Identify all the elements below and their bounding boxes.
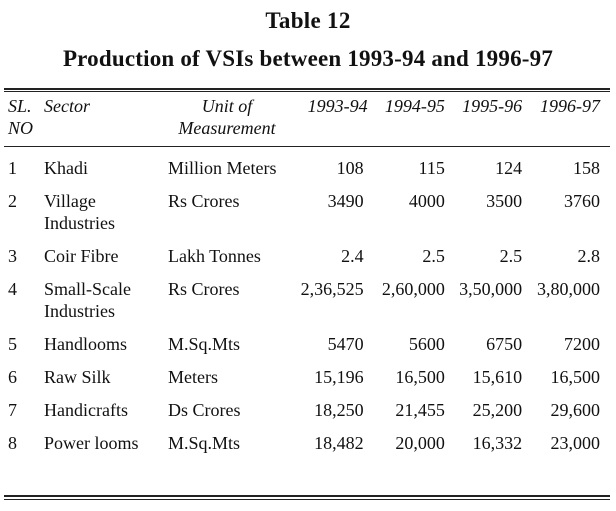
cell-sector: Village Industries [44,191,115,233]
cell-1993-94: 18,250 [314,400,364,420]
cell-1996-97: 3,80,000 [537,279,600,299]
header-1995-96: 1995-96 [462,96,523,116]
cell-1994-95: 20,000 [395,433,445,453]
cell-1996-97: 23,000 [550,433,601,453]
cell-sl-no: 1 [8,158,17,178]
cell-1993-94: 2.4 [341,246,364,266]
cell-sector: Handlooms [44,334,127,354]
header-sector: Sector [44,96,90,116]
header-rule [4,146,610,147]
cell-1995-96: 16,332 [472,433,523,453]
table-row: 8 Power looms M.Sq.Mts 18,482 20,000 16,332 23… [4,427,610,460]
cell-sl-no: 5 [8,334,17,354]
header-sl-no: SL. NO [8,96,34,138]
cell-sector: Small-Scale Industries [44,279,131,321]
cell-unit: Lakh Tonnes [168,246,261,266]
cell-1996-97: 158 [573,158,600,178]
table-row: 4 Small-Scale Industries Rs Crores 2,36,525… [4,273,610,328]
table-row: 2 Village Industries Rs Crores 3490 4000 3500… [4,185,610,240]
table-number: Table 12 [265,8,351,33]
cell-sl-no: 7 [8,400,17,420]
cell-1995-96: 2.5 [499,246,523,266]
cell-sl-no: 2 [8,191,17,211]
cell-sl-no: 6 [8,367,17,387]
table-title: Production of VSIs between 1993-94 and 1… [62,46,554,71]
cell-1994-95: 16,500 [395,367,445,387]
cell-1994-95: 5600 [408,334,445,354]
bottom-rule-thin [4,498,610,500]
cell-1996-97: 3760 [564,191,600,211]
cell-1995-96: 6750 [486,334,523,354]
table-row: 1 Khadi Million Meters 108 115 124 158 [4,145,610,185]
cell-1994-95: 4000 [408,191,445,211]
cell-1995-96: 3,50,000 [459,279,523,299]
cell-1993-94: 15,196 [314,367,364,387]
table-body: 1 Khadi Million Meters 108 115 124 158 2 Village… [4,145,610,460]
table-row: 3 Coir Fibre Lakh Tonnes 2.4 2.5 2.5 2.8 [4,240,610,273]
cell-1994-95: 2.5 [422,246,445,266]
cell-sector: Khadi [44,158,88,178]
table-row: 7 Handicrafts Ds Crores 18,250 21,455 25,200 2… [4,394,610,427]
cell-sector: Handicrafts [44,400,128,420]
header-row: SL. NO Sector Unit of Measurement 1993-9… [4,93,610,145]
cell-sl-no: 3 [8,246,17,266]
top-rule-thin [4,90,610,92]
header-1996-97: 1996-97 [540,96,600,116]
cell-1993-94: 18,482 [314,433,364,453]
header-unit: Unit of Measurement [178,96,276,138]
cell-unit: M.Sq.Mts [168,433,241,453]
cell-1995-96: 25,200 [472,400,523,420]
header-1994-95: 1994-95 [384,96,445,116]
cell-unit: Million Meters [168,158,277,178]
cell-sector: Raw Silk [44,367,111,387]
cell-1996-97: 16,500 [550,367,601,387]
top-rule [4,88,610,90]
cell-1994-95: 2,60,000 [381,279,445,299]
cell-1996-97: 7200 [564,334,600,354]
cell-1994-95: 21,455 [395,400,445,420]
table-row: 5 Handlooms M.Sq.Mts 5470 5600 6750 7200 [4,328,610,361]
cell-sector: Power looms [44,433,139,453]
cell-sl-no: 8 [8,433,17,453]
cell-unit: Ds Crores [168,400,241,420]
cell-1993-94: 108 [336,158,364,178]
cell-1995-96: 3500 [486,191,523,211]
cell-1993-94: 3490 [327,191,364,211]
header-1993-94: 1993-94 [307,96,368,116]
cell-1995-96: 124 [495,158,523,178]
cell-unit: Meters [168,367,218,387]
cell-unit: M.Sq.Mts [168,334,241,354]
production-table: SL. NO Sector Unit of Measurement 1993-9… [4,93,610,460]
cell-unit: Rs Crores [168,191,240,211]
cell-1996-97: 2.8 [577,246,601,266]
cell-1993-94: 5470 [327,334,364,354]
cell-unit: Rs Crores [168,279,240,299]
bottom-rule [4,495,610,497]
cell-1996-97: 29,600 [550,400,601,420]
table-row: 6 Raw Silk Meters 15,196 16,500 15,610 16,500 [4,361,610,394]
cell-1993-94: 2,36,525 [300,279,364,299]
cell-sector: Coir Fibre [44,246,119,266]
cell-sl-no: 4 [8,279,17,299]
cell-1995-96: 15,610 [472,367,523,387]
cell-1994-95: 115 [418,158,445,178]
